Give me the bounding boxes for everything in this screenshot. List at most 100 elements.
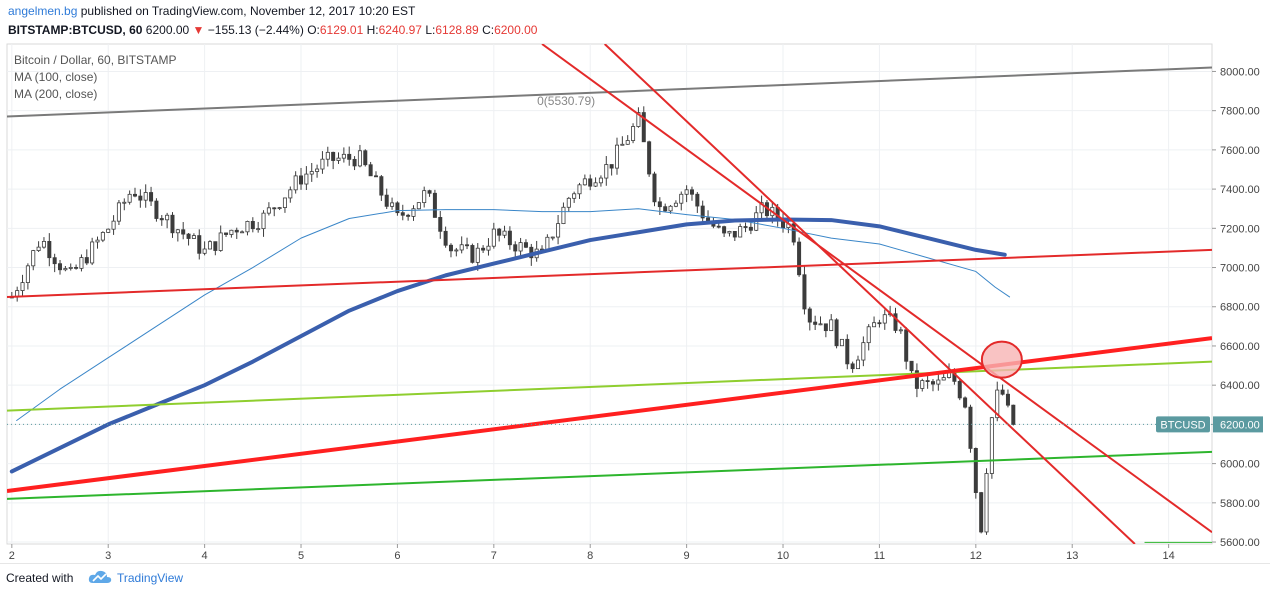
- y-tick-label: 6600.00: [1220, 341, 1260, 353]
- x-tick-label: 7: [491, 550, 497, 562]
- y-tick-label: 6400.00: [1220, 380, 1260, 392]
- x-tick-label: 8: [587, 550, 593, 562]
- candle-down: [384, 194, 389, 207]
- close-value: 6200.00: [494, 23, 538, 37]
- candle-down: [299, 175, 304, 185]
- candle-up: [341, 153, 346, 159]
- x-tick-label: 3: [105, 550, 111, 562]
- candle-down: [834, 319, 839, 347]
- x-tick-label: 12: [970, 550, 982, 562]
- x-tick-label: 11: [874, 550, 885, 562]
- trendline: [603, 44, 1136, 544]
- chart-legend: Bitcoin / Dollar, 60, BITSTAMP MA (100, …: [14, 53, 177, 101]
- symbol-tag-label: BTCUSD: [1160, 419, 1205, 431]
- low-label: L:: [425, 23, 436, 37]
- candle-down: [748, 226, 753, 231]
- ohlc-line: BITSTAMP:BTCUSD, 60 6200.00 ▼ −155.13 (−…: [8, 23, 537, 37]
- y-tick-label: 7400.00: [1220, 184, 1260, 196]
- candle-down: [213, 241, 218, 251]
- candle-up: [898, 329, 903, 332]
- x-tick-label: 9: [684, 550, 690, 562]
- candle-down: [893, 313, 898, 331]
- candle-down: [427, 190, 432, 194]
- candle-down: [904, 329, 909, 362]
- candle-up: [941, 377, 946, 381]
- candle-up: [550, 236, 555, 239]
- candle-down: [373, 175, 378, 178]
- x-tick-label: 5: [298, 550, 304, 562]
- candle-up: [90, 241, 95, 264]
- candle-up: [572, 193, 577, 199]
- x-tick-label: 6: [394, 550, 400, 562]
- y-tick-label: 5800.00: [1220, 498, 1260, 510]
- candle-up: [240, 231, 245, 234]
- candle-up: [920, 380, 925, 389]
- open-label: O:: [307, 23, 320, 37]
- candle-up: [95, 239, 100, 243]
- candle-up: [936, 379, 941, 385]
- candle-down: [689, 189, 694, 195]
- candle-up: [277, 207, 282, 209]
- candle-up: [545, 236, 550, 250]
- candle-down: [331, 151, 336, 161]
- candle-down: [877, 322, 882, 325]
- price-change: −155.13 (−2.44%): [207, 23, 304, 37]
- candle-up: [582, 178, 587, 186]
- candle-down: [159, 218, 164, 221]
- candle-down: [132, 193, 137, 197]
- candle-down: [347, 153, 352, 160]
- candle-up: [459, 244, 464, 251]
- candle-down: [963, 397, 968, 408]
- candle-up: [218, 232, 223, 251]
- chart-marks: 0(5530.79): [7, 44, 1212, 544]
- close-label: C:: [482, 23, 495, 37]
- tradingview-cloud-icon[interactable]: [88, 569, 112, 590]
- candle-down: [363, 150, 368, 166]
- candle-up: [261, 212, 266, 230]
- candle-up: [357, 150, 362, 167]
- candle-up: [229, 229, 234, 235]
- symbol-label: BITSTAMP:BTCUSD, 60: [8, 23, 143, 37]
- candle-down: [379, 176, 384, 196]
- candle-down: [406, 214, 411, 217]
- candle-down: [663, 206, 668, 212]
- candle-down: [695, 193, 700, 207]
- candle-up: [175, 229, 180, 234]
- y-tick-label: 7600.00: [1220, 145, 1260, 157]
- candle-down: [352, 158, 357, 167]
- candle-down: [588, 178, 593, 187]
- candle-up: [100, 232, 105, 241]
- candle-down: [448, 244, 453, 252]
- candle-up: [127, 193, 132, 203]
- candle-down: [138, 195, 143, 201]
- candle-down: [481, 247, 486, 251]
- candle-down: [791, 223, 796, 243]
- tradingview-brand-link[interactable]: TradingView: [117, 571, 184, 585]
- candle-up: [882, 314, 887, 324]
- publish-info: published on TradingView.com, November 1…: [80, 4, 416, 18]
- price-chart[interactable]: 0(5530.79) 5600.00 5800.00 6000.00 6200.00 6…: [0, 40, 1270, 563]
- candle-up: [673, 202, 678, 207]
- candle-up: [116, 202, 121, 222]
- candle-down: [47, 241, 52, 259]
- price-axis[interactable]: 5600.00 5800.00 6000.00 6200.00 6400.00 6600.…: [1156, 66, 1263, 549]
- x-tick-label: 14: [1162, 550, 1174, 562]
- candle-up: [738, 226, 743, 238]
- candle-down: [850, 363, 855, 370]
- candle-down: [652, 173, 657, 203]
- ma100-line: [16, 208, 1011, 421]
- open-value: 6129.01: [319, 23, 364, 37]
- candle-up: [561, 206, 566, 225]
- time-axis[interactable]: 2 3 4 5 6 7 8 9 10 11 12 13 14: [9, 544, 1175, 562]
- y-tick-label: 7800.00: [1220, 106, 1260, 118]
- trendline: [541, 44, 1212, 534]
- candle-up: [304, 173, 309, 185]
- candle-down: [647, 141, 652, 175]
- candle-up: [684, 189, 689, 195]
- last-price: 6200.00: [145, 23, 190, 37]
- candle-up: [620, 143, 625, 146]
- candle-up: [631, 126, 636, 141]
- candle-up: [984, 473, 989, 533]
- author-link[interactable]: angelmen.bg: [8, 4, 78, 18]
- candle-up: [191, 235, 196, 239]
